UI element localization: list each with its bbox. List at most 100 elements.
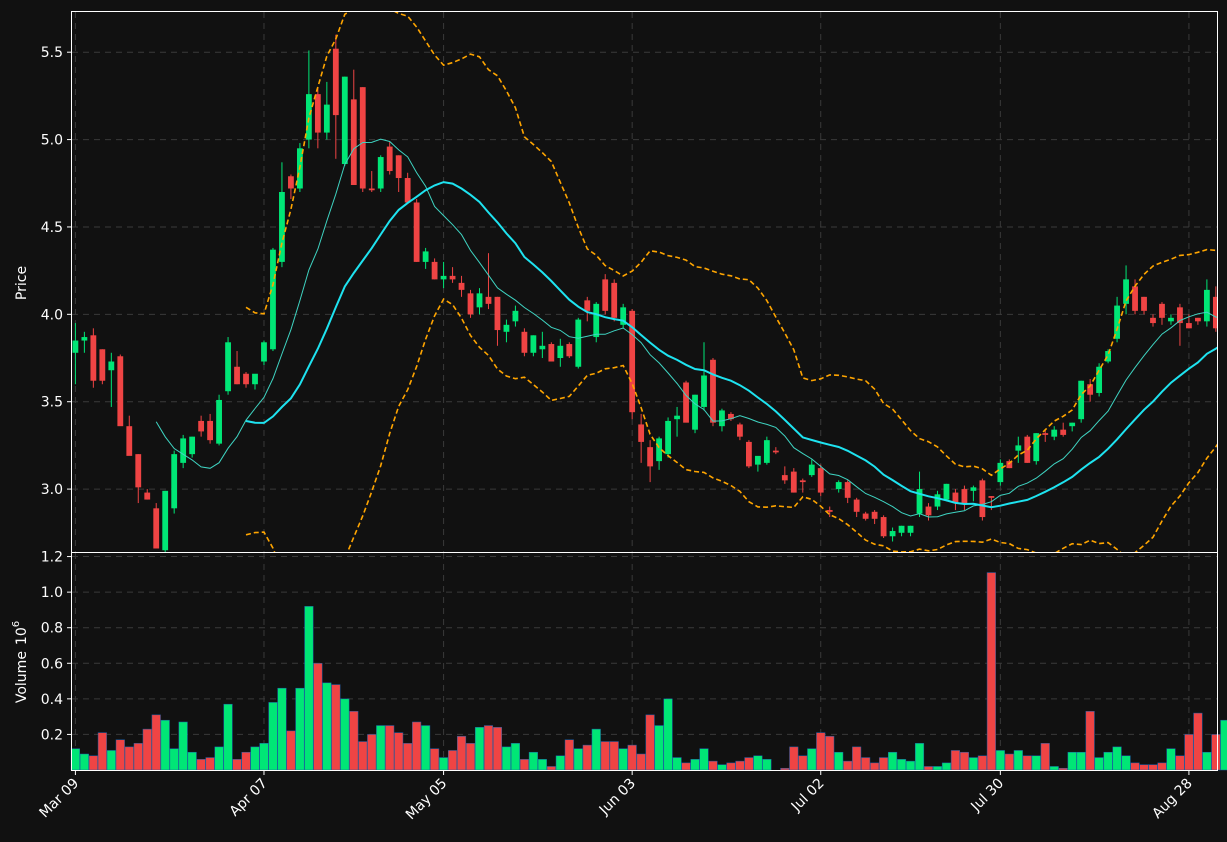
- volume-bar: [358, 741, 368, 771]
- volume-bar: [726, 762, 736, 771]
- volume-bar: [492, 727, 503, 771]
- volume-bar: [412, 721, 422, 771]
- volume-bar: [277, 687, 287, 771]
- volume-bar: [1202, 751, 1212, 771]
- volume-bar: [142, 728, 152, 771]
- volume-bar: [79, 753, 89, 771]
- volume-axis-exponent: 6: [11, 621, 22, 627]
- volume-bar: [870, 762, 880, 771]
- candle-body: [243, 373, 249, 385]
- volume-panel: [70, 572, 1227, 771]
- volume-bar: [564, 739, 574, 771]
- slow-moving-average-line: [245, 181, 1217, 509]
- volume-bar: [169, 748, 179, 771]
- candle-body: [862, 513, 869, 519]
- candle-body: [916, 489, 923, 514]
- candle-body: [171, 454, 178, 509]
- fast-moving-average-line: [155, 138, 1217, 518]
- candle-body: [710, 359, 716, 423]
- volume-bar: [708, 760, 718, 771]
- volume-bar: [573, 748, 583, 771]
- volume-bar: [1121, 755, 1131, 771]
- volume-bar: [1130, 762, 1140, 771]
- candle-body: [485, 296, 492, 304]
- volume-bar: [474, 727, 485, 771]
- volume-bar: [1103, 751, 1113, 771]
- volume-bar: [995, 750, 1005, 771]
- candle-body: [970, 487, 977, 491]
- volume-bar: [618, 748, 628, 771]
- volume-bar: [932, 766, 943, 771]
- volume-bar: [627, 744, 637, 771]
- candle-body: [539, 345, 546, 350]
- candle-body: [1087, 384, 1094, 395]
- candle-body: [1006, 461, 1013, 469]
- volume-tick-label: 0.2: [41, 727, 63, 743]
- volume-bar: [609, 741, 619, 771]
- volume-tick-label: 1.0: [41, 585, 63, 601]
- candle-body: [566, 344, 573, 357]
- volume-grid: [72, 553, 1217, 770]
- candle-body: [1015, 445, 1022, 451]
- candle-body: [934, 494, 941, 507]
- volume-panel-frame: [71, 552, 1218, 771]
- volume-bar: [1184, 734, 1194, 771]
- volume-bar: [816, 732, 826, 771]
- volume-tick-label: 0.4: [41, 692, 63, 708]
- candle-body: [692, 394, 698, 430]
- candle-body: [593, 303, 600, 338]
- candle-body: [81, 337, 88, 341]
- volume-bar: [1013, 750, 1023, 771]
- candle-body: [889, 531, 896, 537]
- candle-body: [907, 525, 914, 533]
- volume-bar: [1166, 748, 1176, 771]
- candle-body: [754, 455, 761, 465]
- volume-bar: [259, 743, 269, 771]
- volume-bar: [798, 755, 808, 771]
- candle-body: [341, 76, 348, 165]
- candles-group: [72, 12, 1217, 552]
- volume-bar: [735, 760, 745, 771]
- volume-bar: [223, 703, 233, 771]
- volume-tick-label: 0.8: [41, 621, 63, 637]
- volume-bar: [879, 757, 889, 771]
- candle-body: [638, 424, 645, 442]
- candle-body: [557, 345, 564, 359]
- volume-bar: [663, 698, 673, 771]
- volume-bar: [448, 750, 458, 771]
- volume-bar: [133, 743, 143, 771]
- volume-bar: [439, 757, 449, 771]
- candle-body: [781, 475, 788, 481]
- candle-body: [476, 293, 483, 308]
- candle-body: [144, 492, 151, 500]
- volume-bar: [196, 759, 206, 771]
- candle-body: [404, 178, 411, 203]
- candle-body: [925, 506, 932, 516]
- volume-bar: [205, 757, 215, 771]
- candle-body: [1042, 433, 1049, 435]
- volume-bar: [986, 572, 996, 771]
- price-tick-label: 5.5: [41, 45, 63, 61]
- candle-body: [952, 492, 959, 504]
- volume-bar: [70, 748, 80, 771]
- volume-bar: [295, 687, 305, 771]
- volume-bar: [834, 751, 844, 771]
- volume-bar: [744, 757, 754, 771]
- volume-bar: [232, 759, 242, 771]
- volume-bar: [690, 759, 700, 771]
- candle-body: [737, 424, 743, 437]
- volume-bar: [888, 751, 898, 771]
- volume-bar: [1220, 719, 1227, 771]
- candle-body: [943, 483, 950, 500]
- candle-body: [135, 454, 142, 488]
- price-tick-label: 4.0: [41, 307, 63, 323]
- volume-axis-title: Volume 106: [11, 621, 30, 703]
- candle-body: [99, 349, 106, 381]
- candle-body: [853, 499, 860, 512]
- candle-body: [449, 275, 456, 280]
- price-grid: [72, 12, 1217, 552]
- candle-body: [377, 157, 384, 189]
- candle-body: [1096, 366, 1103, 393]
- candle-body: [746, 441, 752, 467]
- volume-bar: [1004, 753, 1014, 771]
